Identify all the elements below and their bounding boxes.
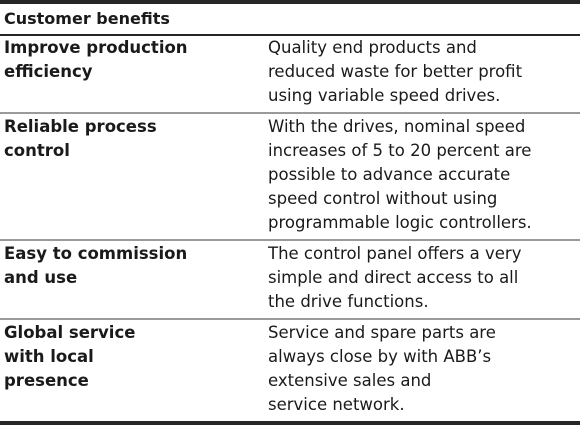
text-line: extensive sales and [268,371,432,390]
benefit-cell: Global service with local presence [0,321,268,417]
top-rule [0,0,580,4]
text-line: Global service [4,323,136,342]
text-line: increases of 5 to 20 percent are [268,141,532,160]
text-line: simple and direct access to all [268,268,519,287]
benefit-cell: Easy to commission and use [0,242,268,314]
text-line: control [4,141,70,160]
table-body: Improve production efficiency Quality end … [0,36,580,425]
table-row: Easy to commission and use The control pan… [0,242,580,320]
text-line: always close by with ABB’s [268,347,492,366]
benefit-cell: Improve production efficiency [0,36,268,108]
table-row: Improve production efficiency Quality end … [0,36,580,114]
text-line: programmable logic controllers. [268,213,532,232]
text-line: Reliable process [4,117,157,136]
description-cell: The control panel offers a very simple an… [268,242,580,314]
table-row: Reliable process control With the drives, … [0,115,580,241]
text-line: presence [4,371,89,390]
benefit-cell: Reliable process control [0,115,268,235]
text-line: using variable speed drives. [268,86,501,105]
text-line: Quality end products and [268,38,477,57]
text-line: with local [4,347,94,366]
text-line: speed control without using [268,189,498,208]
text-line: the drive functions. [268,292,429,311]
description-cell: Service and spare parts are always close … [268,321,580,417]
description-cell: With the drives, nominal speed increases … [268,115,580,235]
text-line: service network. [268,395,405,414]
text-line: and use [4,268,78,287]
text-line: Easy to commission [4,244,188,263]
text-line: Service and spare parts are [268,323,496,342]
text-line: Improve production [4,38,188,57]
text-line: With the drives, nominal speed [268,117,526,136]
table-row: Global service with local presence Service … [0,321,580,425]
description-cell: Quality end products and reduced waste fo… [268,36,580,108]
text-line: possible to advance accurate [268,165,511,184]
table-header: Customer benefits [0,4,580,36]
text-line: The control panel offers a very [268,244,522,263]
text-line: efficiency [4,62,93,81]
text-line: reduced waste for better profit [268,62,523,81]
